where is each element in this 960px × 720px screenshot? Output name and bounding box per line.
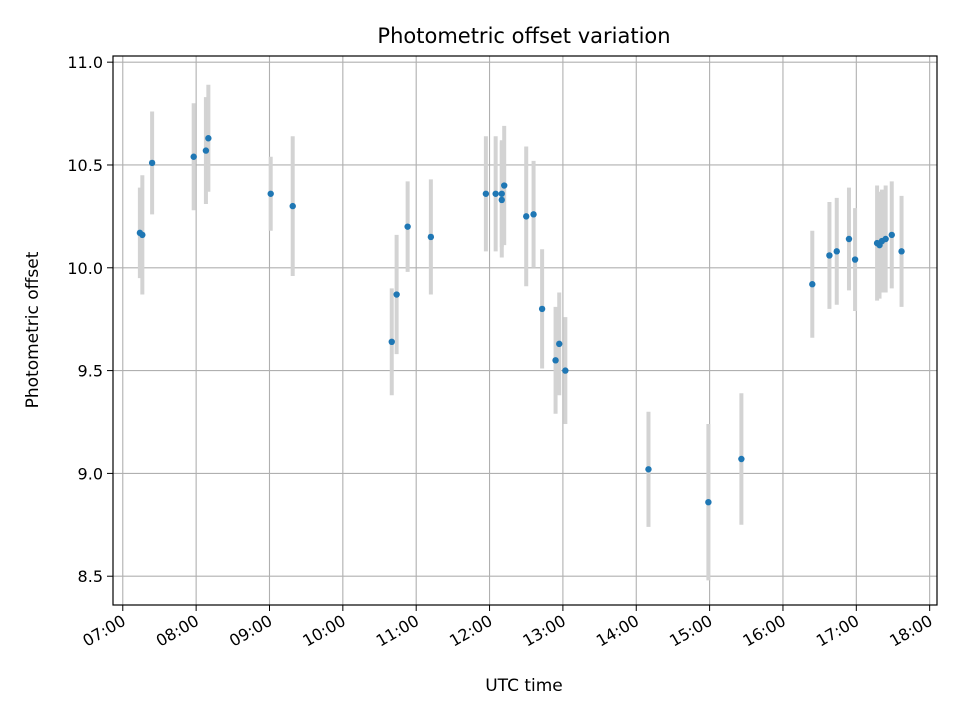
y-tick-label: 10.0 bbox=[67, 259, 103, 278]
data-point bbox=[538, 305, 546, 313]
y-tick-label: 8.5 bbox=[78, 567, 103, 586]
data-point bbox=[393, 291, 400, 298]
chart-title: Photometric offset variation bbox=[377, 24, 670, 48]
data-point bbox=[809, 281, 816, 288]
data-point bbox=[645, 466, 652, 473]
data-point bbox=[388, 338, 395, 346]
y-axis-ticks: 8.5 9.0 9.5 10.0 10.5 11.0 bbox=[67, 53, 113, 586]
data-point bbox=[552, 357, 559, 364]
plot-frame bbox=[112, 55, 938, 606]
data-point bbox=[492, 190, 499, 197]
data-point bbox=[427, 233, 435, 241]
data-point bbox=[267, 190, 274, 197]
data-point bbox=[845, 235, 853, 243]
data-point bbox=[738, 455, 745, 463]
data-point bbox=[404, 223, 411, 230]
data-point bbox=[888, 231, 895, 239]
data-point bbox=[139, 231, 146, 239]
data-point bbox=[498, 190, 505, 197]
data-point bbox=[523, 213, 530, 220]
data-point bbox=[148, 159, 156, 167]
data-point bbox=[851, 256, 859, 263]
y-tick-label: 9.5 bbox=[78, 362, 103, 381]
y-axis-label: Photometric offset bbox=[23, 251, 43, 408]
data-point bbox=[482, 190, 490, 197]
data-points bbox=[136, 135, 905, 506]
data-point bbox=[289, 202, 296, 210]
data-point bbox=[826, 252, 833, 259]
y-tick-label: 10.5 bbox=[67, 156, 103, 175]
data-point bbox=[190, 153, 197, 160]
x-axis-label: UTC time bbox=[485, 676, 563, 696]
data-point bbox=[562, 367, 569, 374]
data-point bbox=[202, 147, 210, 154]
data-point bbox=[882, 235, 889, 243]
y-tick-label: 11.0 bbox=[67, 53, 103, 72]
data-point bbox=[898, 248, 905, 255]
data-point bbox=[501, 182, 508, 189]
data-point bbox=[833, 248, 840, 255]
data-point bbox=[530, 211, 537, 218]
data-point bbox=[556, 340, 563, 348]
data-point bbox=[498, 196, 505, 204]
data-point bbox=[205, 135, 212, 142]
data-point bbox=[705, 498, 712, 506]
y-tick-label: 9.0 bbox=[78, 464, 103, 483]
